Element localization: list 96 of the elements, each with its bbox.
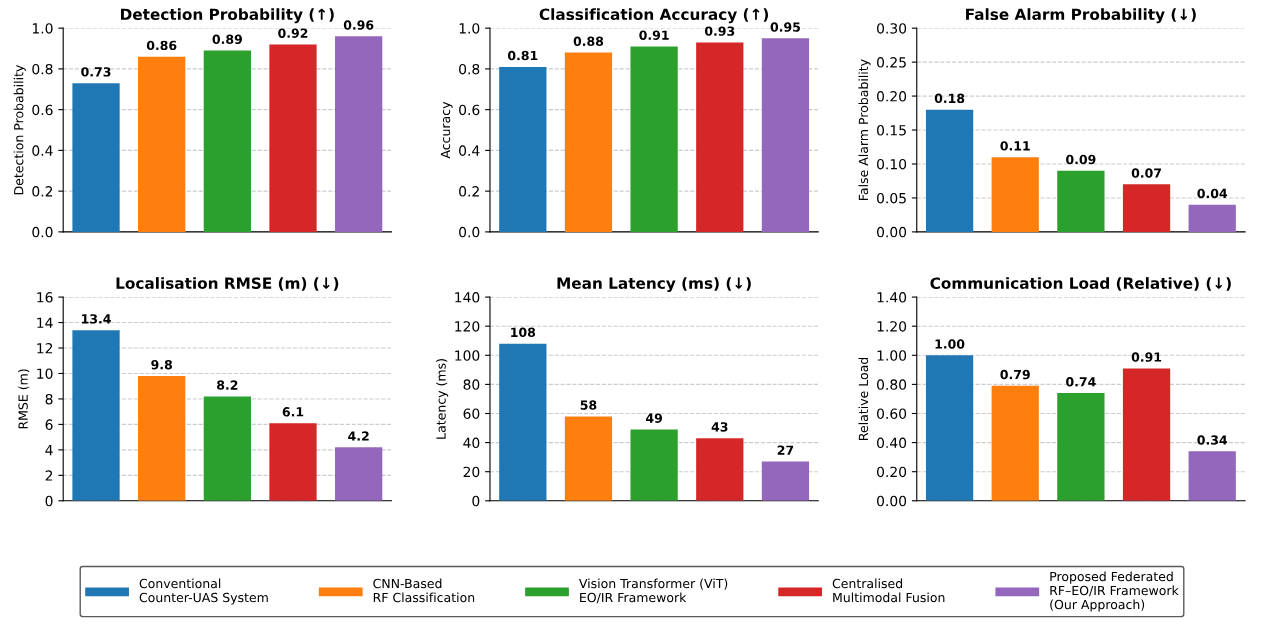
data-label: 0.95 xyxy=(770,22,800,32)
y-tick-label: 0.6 xyxy=(32,104,53,116)
data-label: 43 xyxy=(711,422,728,432)
bar xyxy=(1188,451,1236,501)
chart-title: Localisation RMSE (m) (↓) xyxy=(116,277,339,291)
bar xyxy=(925,355,974,501)
data-label: 108 xyxy=(511,327,536,338)
legend-label: Conventional Counter-UAS System xyxy=(139,578,268,605)
y-tick-label: 0.8 xyxy=(459,63,480,75)
y-tick-label: 0.00 xyxy=(877,226,907,238)
chart-title: False Alarm Probability (↓) xyxy=(966,8,1196,24)
y-tick-label: 1.0 xyxy=(32,23,53,34)
y-tick-label: 1.00 xyxy=(877,350,907,361)
y-tick-label: 120 xyxy=(455,321,480,332)
y-tick-label: 0.25 xyxy=(877,57,906,68)
y-tick-label: 0.0 xyxy=(32,226,53,238)
y-tick-label: 0 xyxy=(45,495,53,507)
data-label: 0.09 xyxy=(1066,154,1096,165)
y-tick-label: 16 xyxy=(37,292,53,303)
y-tick-label: 40 xyxy=(463,437,480,449)
y-tick-label: 0.30 xyxy=(877,23,907,34)
y-tick-label: 0.10 xyxy=(877,158,907,170)
data-label: 0.34 xyxy=(1197,435,1228,445)
data-label: 0.81 xyxy=(507,50,538,61)
y-tick-label: 0.60 xyxy=(877,408,907,419)
chart-title: Mean Latency (ms) (↓) xyxy=(557,277,751,293)
y-tick-label: 8 xyxy=(45,393,53,405)
y-tick-label: 0.15 xyxy=(877,125,906,136)
chart-title: Detection Probability (↑) xyxy=(121,8,334,24)
y-tick-label: 0.2 xyxy=(32,186,53,197)
y-tick-label: 0.4 xyxy=(32,145,53,156)
y-tick-label: 0.00 xyxy=(877,495,907,507)
y-tick-label: 10 xyxy=(37,368,53,379)
data-label: 58 xyxy=(580,400,597,410)
y-tick-label: 80 xyxy=(463,379,480,390)
y-tick-label: 0.05 xyxy=(877,192,906,204)
data-label: 13.4 xyxy=(82,314,111,324)
data-label: 0.11 xyxy=(1000,141,1030,151)
legend-label: Vision Transformer (ViT) EO/IR Framework xyxy=(579,578,728,604)
data-label: 0.93 xyxy=(704,26,735,36)
data-label: 0.91 xyxy=(639,30,669,40)
data-label: 4.2 xyxy=(348,431,369,441)
y-tick-label: 0 xyxy=(472,495,480,507)
data-label: 0.86 xyxy=(146,40,177,51)
y-tick-label: 0.8 xyxy=(32,63,53,75)
data-label: 0.04 xyxy=(1197,188,1228,199)
data-label: 9.8 xyxy=(151,359,172,370)
bar xyxy=(991,385,1039,501)
data-label: 0.18 xyxy=(934,93,965,104)
legend-label: Centralised Multimodal Fusion xyxy=(832,578,945,603)
y-tick-label: 1.20 xyxy=(877,321,907,332)
data-label: 1.00 xyxy=(935,339,965,349)
data-label: 0.92 xyxy=(278,28,308,38)
legend-label: Proposed Federated RF–EO/IR Framework (Our Approach) xyxy=(1050,571,1179,612)
y-axis-title: RMSE (m) xyxy=(18,369,30,429)
y-tick-label: 0.80 xyxy=(877,379,907,390)
bar xyxy=(1057,393,1105,501)
data-label: 49 xyxy=(645,413,663,423)
y-tick-label: 60 xyxy=(463,408,480,419)
y-tick-label: 12 xyxy=(37,342,53,354)
y-tick-label: 20 xyxy=(463,466,480,478)
data-label: 27 xyxy=(777,445,794,455)
legend-label: CNN-Based RF Classification xyxy=(373,578,475,603)
y-tick-label: 0.2 xyxy=(459,186,479,197)
bar xyxy=(1122,368,1171,501)
y-tick-label: 1.0 xyxy=(459,23,480,34)
y-tick-label: 100 xyxy=(455,350,480,361)
y-tick-label: 1.40 xyxy=(877,292,907,303)
y-tick-label: 0.4 xyxy=(459,145,480,156)
y-axis-title: Relative Load xyxy=(858,357,869,440)
data-label: 0.74 xyxy=(1066,377,1096,387)
y-tick-label: 14 xyxy=(37,317,53,328)
data-label: 0.96 xyxy=(343,20,374,30)
y-tick-label: 2 xyxy=(45,470,53,481)
data-label: 0.88 xyxy=(573,36,604,47)
data-label: 0.73 xyxy=(81,67,111,77)
data-label: 0.07 xyxy=(1131,168,1161,178)
y-tick-label: 6 xyxy=(45,419,53,430)
chart-title: Communication Load (Relative) (↓) xyxy=(930,277,1231,291)
data-label: 0.91 xyxy=(1131,352,1162,362)
y-tick-label: 0.6 xyxy=(459,104,480,116)
data-label: 0.89 xyxy=(212,34,242,44)
y-axis-title: False Alarm Probability xyxy=(858,59,871,200)
y-tick-label: 0.20 xyxy=(877,466,907,478)
y-tick-label: 4 xyxy=(45,445,53,456)
y-tick-label: 0.40 xyxy=(877,437,907,449)
y-tick-label: 0.20 xyxy=(877,91,907,102)
y-tick-label: 0.0 xyxy=(459,226,480,238)
y-axis-title: Accuracy xyxy=(440,101,453,159)
y-axis-title: Detection Probability xyxy=(13,65,26,195)
chart-title: Classification Accuracy (↑) xyxy=(539,8,769,24)
y-tick-label: 140 xyxy=(455,292,480,303)
data-label: 6.1 xyxy=(282,407,304,417)
data-label: 0.79 xyxy=(1000,369,1030,380)
data-label: 8.2 xyxy=(217,380,238,390)
y-axis-title: Latency (ms) xyxy=(436,359,449,439)
